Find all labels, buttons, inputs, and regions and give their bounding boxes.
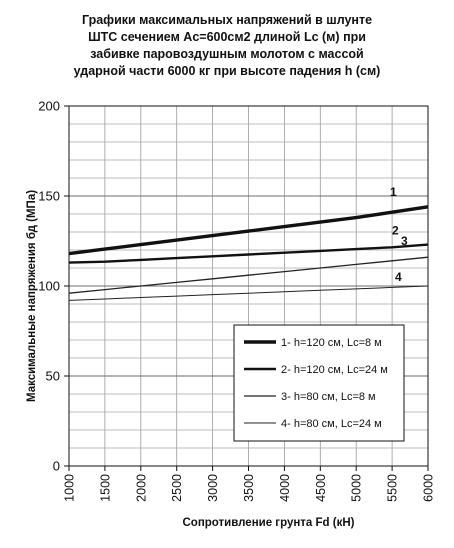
x-tick-label: 4000 bbox=[278, 474, 292, 502]
x-tick-label: 5500 bbox=[386, 474, 400, 502]
legend: 1- h=120 см, Lc=8 м 2- h=120 см, Lc=24 м 3… bbox=[233, 324, 405, 442]
x-tick-label: 5000 bbox=[350, 474, 364, 502]
legend-label-3: 3- h=80 см, Lc=8 м bbox=[281, 391, 376, 403]
x-tick-label: 2000 bbox=[134, 474, 148, 502]
y-tick-label: 50 bbox=[46, 369, 60, 384]
y-tick-label: 100 bbox=[38, 279, 60, 294]
series-lines bbox=[68, 205, 429, 301]
x-axis-label: Сопротивление грунта Fd (кН) bbox=[182, 517, 354, 529]
legend-label-2: 2- h=120 см, Lc=24 м bbox=[281, 364, 388, 376]
y-axis-label: Максимальные напряжения бд (МПа) bbox=[26, 190, 38, 402]
y-tick-label: 0 bbox=[53, 459, 60, 474]
legend-items: 1- h=120 см, Lc=8 м 2- h=120 см, Lc=24 м 3… bbox=[244, 337, 388, 430]
chart-title-line-3: забивке паровоздушным молотом с массой bbox=[90, 47, 364, 61]
series-label-1: 1 bbox=[390, 185, 397, 199]
chart-title-line-2: ШТС сечением Ac=600см2 длиной Lc (м) при bbox=[88, 30, 366, 44]
y-tick-label: 150 bbox=[38, 189, 60, 204]
axis-ticks: 0 50 100 150 200 1000 1500 2000 2500 3000 3500 4000… bbox=[38, 99, 435, 502]
legend-label-4: 4- h=80 см, Lc=24 м bbox=[281, 418, 382, 430]
series-line-1 bbox=[68, 205, 429, 256]
legend-label-1: 1- h=120 см, Lc=8 м bbox=[281, 337, 382, 349]
x-tick-label: 2500 bbox=[170, 474, 184, 502]
x-tick-label: 4500 bbox=[314, 474, 328, 502]
x-tick-label: 1500 bbox=[98, 474, 112, 502]
series-label-2: 2 bbox=[392, 224, 399, 238]
series-line-2 bbox=[68, 243, 429, 264]
series-label-3: 3 bbox=[401, 234, 408, 248]
series-line-3 bbox=[68, 256, 429, 294]
chart-title-line-4: ударной части 6000 кг при высоте падения… bbox=[73, 64, 381, 78]
y-tick-label: 200 bbox=[38, 99, 60, 114]
legend-box bbox=[233, 324, 405, 442]
x-tick-label: 6000 bbox=[422, 474, 436, 502]
series-end-labels: 1 23 4 bbox=[390, 185, 408, 284]
chart-title-line-1: Графики максимальных напряжений в шлунте bbox=[81, 13, 373, 27]
series-label-4: 4 bbox=[395, 270, 402, 284]
series-line-4 bbox=[68, 285, 429, 301]
x-tick-label: 1000 bbox=[63, 474, 77, 502]
x-tick-label: 3500 bbox=[242, 474, 256, 502]
x-tick-label: 3000 bbox=[206, 474, 220, 502]
